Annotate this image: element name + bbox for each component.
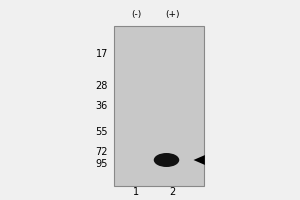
Text: (-): (-)	[131, 9, 142, 19]
Bar	[114, 111, 204, 117]
Bar	[114, 58, 204, 63]
Text: 36: 36	[96, 101, 108, 111]
Bar	[114, 37, 204, 42]
Text: 28: 28	[96, 81, 108, 91]
Bar	[114, 63, 204, 69]
Bar	[114, 181, 204, 186]
Bar	[114, 53, 204, 58]
Polygon shape	[194, 155, 205, 165]
Bar	[114, 79, 204, 85]
Bar	[114, 133, 204, 138]
Text: 2: 2	[169, 187, 175, 197]
Ellipse shape	[154, 153, 179, 167]
Text: 95: 95	[96, 159, 108, 169]
Bar	[114, 106, 204, 111]
Bar	[114, 117, 204, 122]
Bar	[114, 149, 204, 154]
Bar	[114, 74, 204, 79]
Bar	[114, 26, 204, 186]
Text: 55: 55	[95, 127, 108, 137]
Text: 17: 17	[96, 49, 108, 59]
Bar	[114, 31, 204, 37]
Bar	[114, 138, 204, 143]
Bar	[114, 85, 204, 90]
Bar	[114, 42, 204, 47]
Bar	[114, 122, 204, 127]
Bar	[114, 154, 204, 159]
Text: (+): (+)	[165, 9, 180, 19]
Text: 1: 1	[134, 187, 140, 197]
Bar	[114, 69, 204, 74]
Text: 72: 72	[95, 147, 108, 157]
Bar	[114, 127, 204, 133]
Bar	[114, 170, 204, 175]
Bar	[114, 26, 204, 31]
Bar	[114, 47, 204, 53]
Bar	[114, 101, 204, 106]
Bar	[114, 90, 204, 95]
Bar	[114, 95, 204, 101]
Bar	[114, 175, 204, 181]
Bar	[114, 159, 204, 165]
Bar	[114, 143, 204, 149]
Bar	[114, 165, 204, 170]
